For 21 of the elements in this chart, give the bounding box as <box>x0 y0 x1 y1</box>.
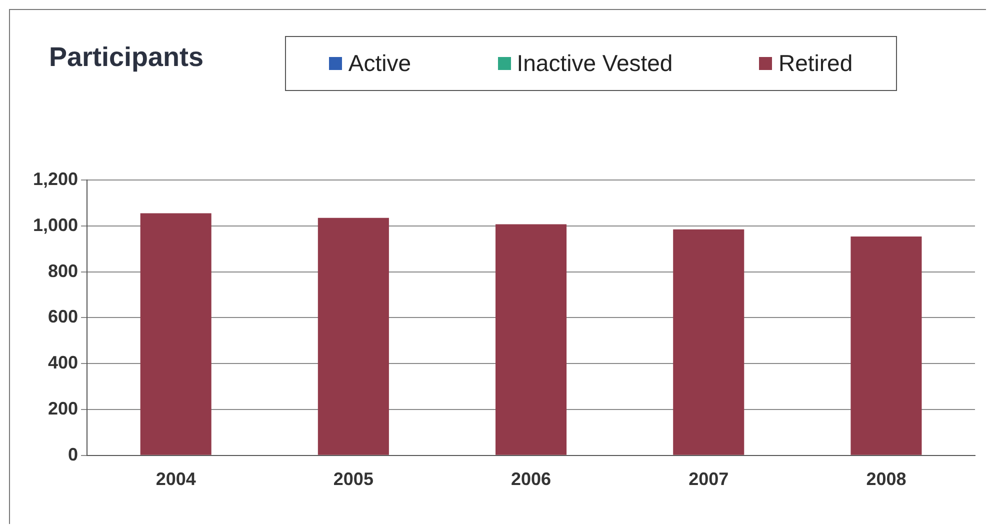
legend-label: Active <box>348 50 411 77</box>
y-tick-label: 0 <box>68 444 78 464</box>
bar <box>140 213 212 455</box>
bar <box>673 229 744 455</box>
legend-label: Inactive Vested <box>516 50 673 77</box>
x-tick-label: 2004 <box>156 469 196 490</box>
y-tick-label: 1,200 <box>32 168 78 189</box>
y-tick-label: 1,000 <box>32 214 78 235</box>
x-tick-label: 2007 <box>688 469 729 490</box>
legend-label: Retired <box>778 50 853 77</box>
x-tick-label: 2006 <box>511 469 552 490</box>
y-tick-label: 200 <box>48 398 78 418</box>
bar <box>496 224 567 455</box>
x-tick-label: 2005 <box>333 469 374 490</box>
bar <box>318 218 389 455</box>
y-tick-label: 800 <box>48 260 78 281</box>
y-tick-label: 600 <box>48 306 78 327</box>
x-tick-label: 2008 <box>866 469 906 490</box>
y-tick-label: 400 <box>48 352 78 373</box>
chart-title: Participants <box>49 42 204 73</box>
bar <box>850 236 922 455</box>
